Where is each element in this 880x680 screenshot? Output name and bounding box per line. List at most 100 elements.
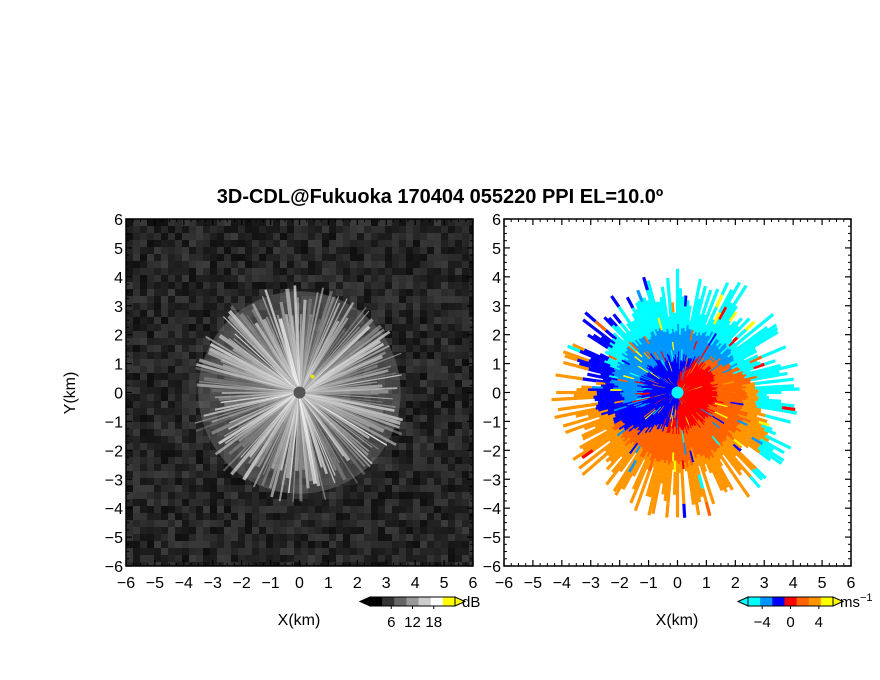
echo-ray	[299, 384, 383, 394]
noise-cell	[294, 282, 301, 289]
velocity-ray-segment	[702, 311, 711, 325]
velocity-ray-segment	[592, 435, 605, 445]
velocity-ray-segment	[775, 371, 788, 378]
velocity-ray-segment	[693, 291, 700, 305]
noise-cell	[308, 226, 315, 233]
velocity-ray-segment	[682, 453, 688, 463]
noise-cell	[147, 289, 154, 296]
noise-cell	[140, 485, 147, 492]
noise-cell	[392, 275, 399, 282]
noise-cell	[161, 401, 168, 408]
noise-cell	[392, 324, 399, 331]
noise-cell	[343, 289, 350, 296]
noise-cell	[161, 513, 168, 520]
noise-cell	[301, 226, 308, 233]
noise-cell	[294, 548, 301, 555]
velocity-ray-segment	[780, 377, 794, 383]
velocity-ray-segment	[759, 444, 773, 455]
velocity-ray-segment	[754, 380, 769, 386]
noise-cell	[427, 450, 434, 457]
noise-cell	[385, 527, 392, 534]
noise-cell	[140, 387, 147, 394]
velocity-ray-segment	[613, 342, 627, 354]
noise-cell	[364, 499, 371, 506]
noise-cell	[329, 513, 336, 520]
x-tick-label: −3	[204, 575, 222, 592]
noise-cell	[294, 226, 301, 233]
noise-cell	[420, 548, 427, 555]
noise-cell	[231, 268, 238, 275]
noise-cell	[469, 268, 473, 275]
noise-cell	[357, 268, 364, 275]
noise-cell	[406, 492, 413, 499]
noise-cell	[462, 548, 469, 555]
noise-cell	[455, 415, 462, 422]
noise-cell	[161, 450, 168, 457]
noise-cell	[224, 506, 231, 513]
noise-cell	[147, 436, 154, 443]
noise-cell	[126, 492, 133, 499]
noise-cell	[308, 261, 315, 268]
y-tick-label: −2	[105, 443, 123, 460]
velocity-ray-segment	[597, 339, 609, 350]
noise-cell	[392, 464, 399, 471]
velocity-ray-segment	[703, 447, 712, 460]
velocity-ray-segment	[736, 358, 746, 365]
velocity-ray-segment	[731, 454, 743, 468]
velocity-ray-segment	[730, 362, 741, 370]
noise-cell	[154, 359, 161, 366]
velocity-ray-segment	[733, 437, 743, 447]
noise-cell	[161, 499, 168, 506]
noise-cell	[161, 408, 168, 415]
velocity-ray-segment	[616, 429, 627, 438]
velocity-ray-segment	[738, 394, 749, 399]
noise-cell	[196, 443, 203, 450]
noise-cell	[455, 380, 462, 387]
noise-cell	[399, 282, 406, 289]
velocity-ray-segment	[727, 341, 736, 350]
noise-cell	[427, 555, 434, 562]
noise-cell	[189, 380, 196, 387]
noise-cell	[203, 485, 210, 492]
velocity-ray-segment	[740, 465, 752, 478]
velocity-ray-segment	[720, 476, 729, 489]
noise-cell	[175, 562, 182, 566]
noise-cell	[280, 261, 287, 268]
noise-cell	[350, 548, 357, 555]
velocity-ray-segment	[579, 349, 593, 358]
noise-cell	[315, 506, 322, 513]
noise-cell	[133, 338, 140, 345]
noise-cell	[189, 401, 196, 408]
noise-cell	[357, 247, 364, 254]
velocity-ray-segment	[645, 307, 653, 320]
velocity-ray-segment	[718, 312, 727, 324]
velocity-ray-segment	[621, 452, 632, 466]
velocity-ray-segment	[749, 475, 761, 489]
noise-cell	[413, 275, 420, 282]
noise-cell	[392, 310, 399, 317]
noise-cell	[455, 457, 462, 464]
noise-cell	[203, 436, 210, 443]
velocity-ray-segment	[652, 461, 659, 474]
noise-cell	[154, 352, 161, 359]
x-tick-label: 5	[818, 575, 827, 592]
noise-cell	[217, 240, 224, 247]
velocity-ray-segment	[631, 330, 640, 340]
noise-cell	[336, 289, 343, 296]
noise-cell	[196, 562, 203, 566]
noise-cell	[161, 478, 168, 485]
noise-cell	[336, 275, 343, 282]
velocity-ray-segment	[758, 420, 770, 427]
noise-cell	[126, 394, 133, 401]
noise-cell	[245, 275, 252, 282]
echo-ray	[298, 390, 385, 433]
velocity-ray-segment	[726, 347, 739, 358]
noise-cell	[434, 338, 441, 345]
noise-cell	[427, 478, 434, 485]
noise-cell	[238, 513, 245, 520]
noise-cell	[189, 338, 196, 345]
noise-cell	[322, 513, 329, 520]
noise-cell	[399, 429, 406, 436]
x-tick-label: −4	[553, 575, 571, 592]
noise-cell	[462, 226, 469, 233]
